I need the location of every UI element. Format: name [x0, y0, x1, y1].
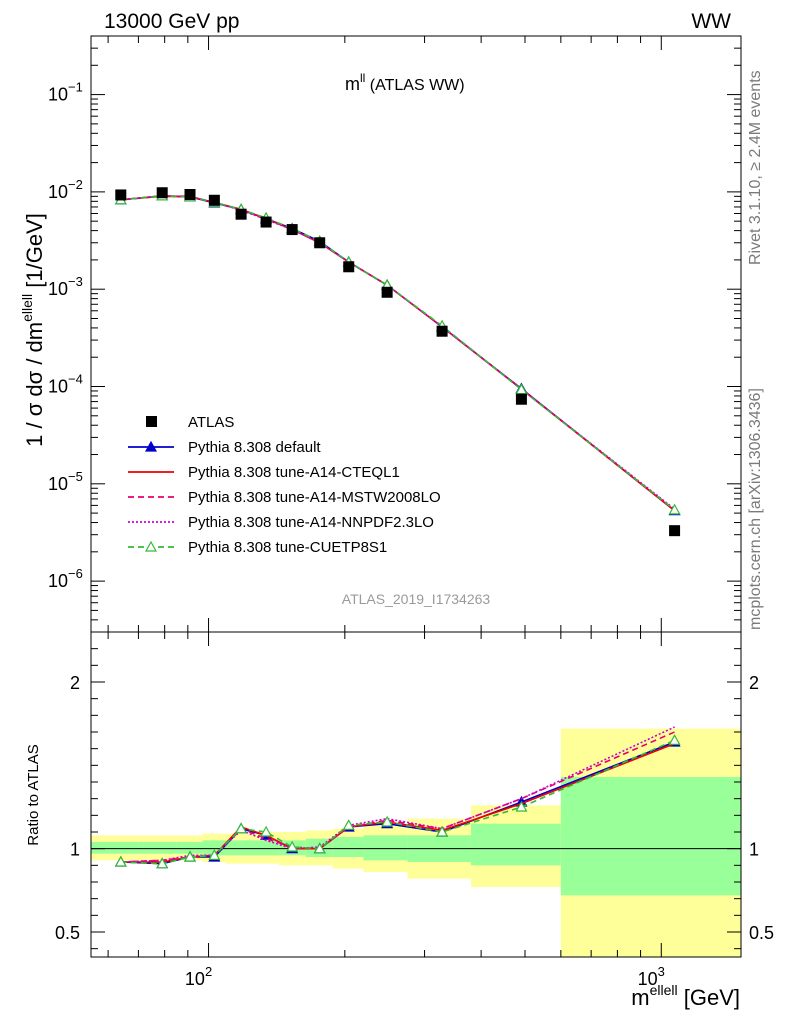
series-marker [668, 734, 681, 745]
series-marker [313, 842, 326, 854]
green-uncertainty-band [560, 777, 741, 896]
legend-label: Pythia 8.308 tune-A14-NNPDF2.3LO [188, 514, 434, 531]
y-tick-label: 0.5 [749, 923, 774, 943]
series-marker [235, 822, 248, 834]
y-tick-label: 10−1 [48, 80, 83, 105]
atlas-data-point [669, 525, 681, 537]
ratio-y-axis-label: Ratio to ATLAS [25, 744, 42, 845]
ratio-plot-panel: 0.5 0.5 1 1 2 2 102 103 Ratio to ATLAS mellell … [25, 631, 774, 1010]
x-axis-label: mellell [GeV] [631, 982, 740, 1010]
legend-label: ATLAS [188, 414, 234, 431]
y-tick-label: 1 [70, 840, 80, 860]
atlas-data-point [515, 393, 527, 405]
y-tick-label: 10−4 [48, 372, 83, 397]
legend: ATLAS Pythia 8.308 default Pythia 8.308 tu… [128, 414, 441, 556]
main-plot-panel: 10−610−510−410−310−210−1 mll (ATLAS WW) … [19, 35, 742, 633]
x-tick-label: 103 [638, 964, 665, 989]
atlas-data-point [208, 194, 220, 206]
y-tick-label: 2 [749, 673, 759, 693]
atlas-data-point [314, 237, 326, 249]
legend-marker [146, 416, 157, 427]
series-marker [183, 850, 197, 862]
atlas-data-point [260, 216, 272, 228]
green-uncertainty-band [225, 840, 254, 856]
legend-marker [144, 540, 158, 552]
ratio-series [114, 726, 681, 869]
series-marker [668, 503, 681, 515]
main-plot-y-axis-label: 1 / σ dσ / dmellell [1/GeV] [19, 213, 47, 447]
series-marker [342, 819, 355, 830]
atlas-data-point [156, 187, 168, 199]
y-tick-label: 0.5 [55, 923, 80, 943]
series-marker [208, 849, 221, 860]
series-line [120, 195, 676, 510]
atlas-data-point [115, 189, 127, 201]
header-left-label: 13000 GeV pp [104, 10, 239, 33]
x-tick-label: 102 [185, 964, 212, 989]
y-tick-label: 10−2 [48, 177, 83, 202]
legend-marker [144, 440, 158, 452]
series-marker [515, 800, 528, 812]
ratio-axis-ticks: 0.5 0.5 1 1 2 2 102 103 [55, 632, 774, 989]
main-plot-series [114, 187, 681, 537]
main-plot-title: mll (ATLAS WW) [345, 71, 465, 94]
green-uncertainty-band [253, 840, 279, 856]
series-marker [286, 840, 299, 852]
green-uncertainty-band [138, 842, 177, 854]
green-uncertainty-band [471, 823, 561, 866]
y-tick-label: 10−5 [48, 469, 83, 494]
y-tick-label: 10−3 [48, 274, 83, 299]
header-right-label: WW [691, 10, 731, 33]
atlas-data-point [235, 208, 247, 220]
atlas-data-point [381, 286, 393, 298]
series-marker [156, 857, 169, 869]
y-tick-label: 1 [749, 840, 759, 860]
atlas-data-point [184, 189, 196, 201]
legend-label: Pythia 8.308 tune-A14-MSTW2008LO [188, 489, 441, 506]
atlas-data-point [436, 325, 448, 337]
atlas-data-point [286, 224, 298, 236]
series-marker [260, 825, 273, 837]
green-uncertainty-band [176, 842, 203, 854]
green-uncertainty-band [91, 842, 139, 854]
y-tick-label: 2 [70, 673, 80, 693]
series-marker [381, 815, 394, 827]
series-marker [436, 825, 449, 837]
green-uncertainty-band [363, 835, 408, 861]
series-line [120, 195, 676, 511]
legend-label: Pythia 8.308 default [188, 439, 321, 456]
watermark-label: ATLAS_2019_I1734263 [342, 591, 491, 607]
legend-label: Pythia 8.308 tune-A14-CTEQL1 [188, 464, 400, 481]
legend-label: Pythia 8.308 tune-CUETP8S1 [188, 539, 387, 556]
main-plot-axis-ticks: 10−6 10−5 10−4 10−3 10−2 10−1 [48, 35, 741, 633]
series-marker [114, 855, 127, 867]
atlas-data-point [343, 261, 355, 273]
series-line [120, 195, 676, 511]
y-tick-label: 10−6 [48, 566, 83, 591]
rivet-version-label: Rivet 3.1.10, ≥ 2.4M events [747, 70, 764, 265]
green-uncertainty-band [332, 837, 364, 857]
series-marker [515, 383, 528, 395]
uncertainty-bands [91, 728, 741, 957]
mcplots-credit-label: mcplots.cern.ch [arXiv:1306.3436] [747, 388, 764, 630]
